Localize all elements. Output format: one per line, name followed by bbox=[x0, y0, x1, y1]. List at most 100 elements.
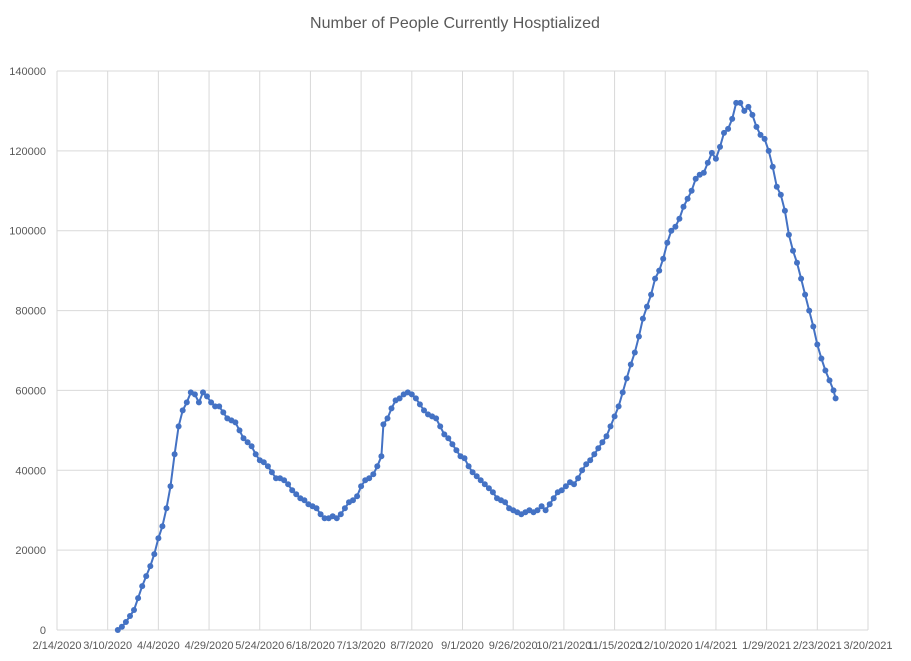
data-point bbox=[579, 467, 586, 474]
data-point bbox=[313, 505, 320, 512]
data-point bbox=[240, 435, 247, 442]
data-point bbox=[587, 457, 594, 464]
data-point bbox=[635, 333, 642, 340]
data-point bbox=[595, 445, 602, 452]
data-point bbox=[692, 175, 699, 182]
data-point bbox=[204, 393, 210, 400]
data-point bbox=[680, 203, 687, 210]
data-point bbox=[631, 349, 638, 356]
y-tick-label: 100000 bbox=[9, 226, 46, 238]
data-point bbox=[717, 143, 723, 150]
data-point bbox=[268, 469, 275, 476]
data-point bbox=[652, 275, 659, 282]
data-point bbox=[725, 125, 732, 132]
data-point bbox=[159, 523, 166, 530]
data-point bbox=[216, 403, 223, 410]
data-point bbox=[660, 255, 667, 262]
data-point bbox=[575, 475, 582, 482]
data-point bbox=[826, 377, 833, 384]
data-point bbox=[737, 99, 744, 106]
data-point bbox=[350, 497, 356, 504]
data-point bbox=[293, 491, 300, 498]
data-point bbox=[477, 477, 484, 484]
data-point bbox=[615, 403, 622, 410]
data-point bbox=[603, 433, 610, 440]
x-tick-label: 1/4/2021 bbox=[695, 640, 738, 652]
data-point bbox=[408, 391, 415, 398]
data-point bbox=[469, 469, 476, 476]
x-tick-label: 5/24/2020 bbox=[235, 640, 284, 652]
x-axis-ticks: 2/14/2020 3/10/2020 4/4/2020 4/29/2020 5/24/… bbox=[33, 640, 893, 652]
series-line bbox=[117, 101, 837, 631]
data-point bbox=[591, 451, 598, 458]
data-point bbox=[131, 607, 137, 613]
y-tick-label: 80000 bbox=[15, 306, 46, 318]
y-axis-ticks: 0 20000 40000 60000 80000 100000 120000 140000 bbox=[9, 66, 46, 637]
data-point bbox=[264, 463, 271, 470]
data-point bbox=[147, 563, 154, 570]
data-point bbox=[672, 223, 679, 230]
data-point bbox=[794, 259, 800, 266]
data-point bbox=[114, 627, 121, 633]
data-point bbox=[449, 441, 456, 448]
data-point bbox=[757, 131, 764, 138]
data-point bbox=[388, 405, 395, 412]
data-point bbox=[384, 415, 391, 422]
data-point bbox=[155, 535, 162, 542]
data-point bbox=[749, 111, 756, 118]
data-point bbox=[619, 389, 626, 396]
data-point bbox=[644, 303, 650, 310]
data-point bbox=[753, 123, 760, 130]
data-point bbox=[648, 291, 655, 298]
data-point bbox=[550, 495, 557, 502]
data-point bbox=[818, 355, 825, 362]
data-point bbox=[785, 231, 792, 238]
data-point bbox=[611, 413, 618, 420]
data-point bbox=[832, 395, 839, 402]
data-point bbox=[712, 155, 719, 162]
data-point bbox=[317, 511, 324, 518]
x-tick-label: 2/14/2020 bbox=[33, 640, 82, 652]
data-point bbox=[171, 451, 178, 458]
data-point bbox=[445, 435, 452, 442]
data-point bbox=[465, 463, 472, 470]
data-point bbox=[163, 505, 170, 512]
data-point bbox=[281, 477, 288, 484]
data-point bbox=[708, 149, 715, 156]
y-tick-label: 60000 bbox=[15, 385, 46, 397]
y-tick-label: 20000 bbox=[15, 545, 46, 557]
data-point bbox=[143, 573, 150, 580]
series-markers bbox=[114, 99, 839, 633]
y-tick-label: 40000 bbox=[15, 465, 46, 477]
data-point bbox=[378, 453, 385, 460]
data-point bbox=[441, 431, 448, 438]
data-point bbox=[244, 439, 251, 446]
y-tick-label: 140000 bbox=[9, 66, 46, 78]
data-point bbox=[301, 497, 308, 504]
data-point bbox=[473, 473, 480, 480]
data-point bbox=[485, 485, 492, 492]
data-point bbox=[802, 291, 809, 298]
data-point bbox=[534, 507, 541, 514]
data-point bbox=[167, 483, 174, 490]
data-point bbox=[822, 367, 829, 374]
x-tick-label: 2/23/2021 bbox=[793, 640, 842, 652]
data-point bbox=[252, 451, 259, 458]
data-point bbox=[285, 481, 292, 488]
data-point bbox=[118, 623, 125, 630]
data-point bbox=[374, 463, 381, 470]
data-point bbox=[437, 423, 444, 430]
data-point bbox=[741, 107, 748, 114]
data-point bbox=[380, 421, 387, 428]
data-point bbox=[765, 147, 772, 154]
x-tick-label: 1/29/2021 bbox=[742, 640, 791, 652]
x-tick-label: 9/26/2020 bbox=[489, 640, 538, 652]
data-point bbox=[191, 391, 198, 398]
x-tick-label: 11/15/2020 bbox=[587, 640, 641, 652]
data-point bbox=[337, 511, 344, 518]
data-point bbox=[814, 341, 821, 348]
data-point bbox=[668, 227, 675, 234]
data-point bbox=[538, 503, 545, 510]
data-point bbox=[195, 399, 202, 406]
